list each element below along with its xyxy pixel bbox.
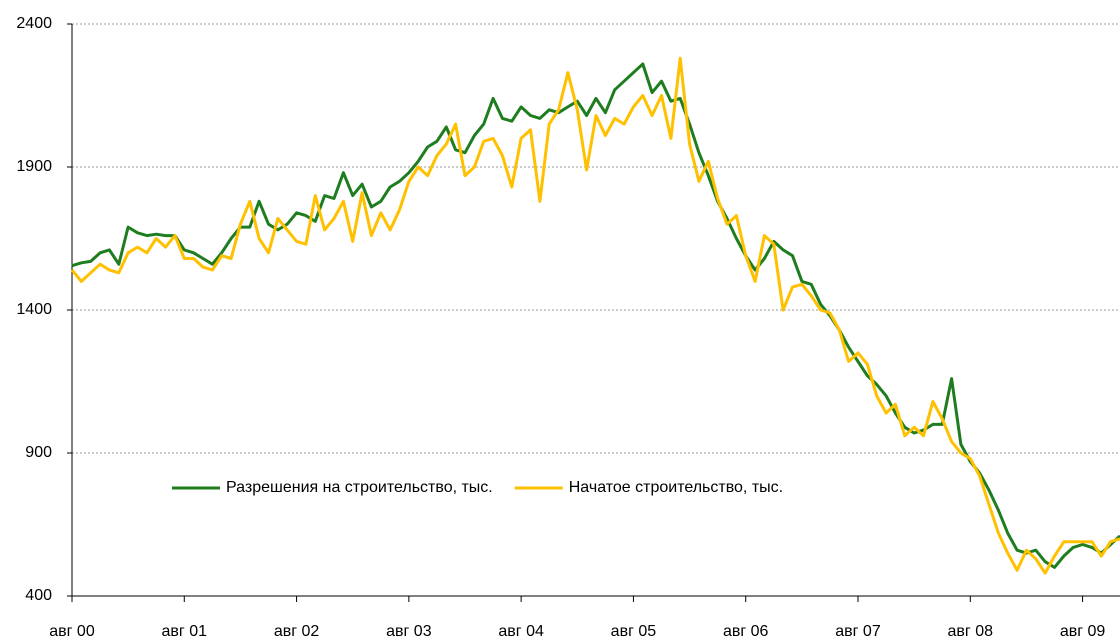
y-tick-label: 400 — [25, 587, 52, 604]
legend-label: Разрешения на строительство, тыс. — [226, 479, 493, 496]
legend-label: Начатое строительство, тыс. — [569, 479, 783, 496]
x-tick-label: авг 01 — [162, 623, 208, 640]
x-tick-label: авг 08 — [948, 623, 994, 640]
x-tick-label: авг 04 — [498, 623, 544, 640]
x-tick-label: авг 00 — [49, 623, 95, 640]
x-tick-label: авг 06 — [723, 623, 769, 640]
x-tick-label: авг 05 — [611, 623, 657, 640]
x-tick-label: авг 03 — [386, 623, 432, 640]
x-tick-label: авг 09 — [1060, 623, 1106, 640]
series-line — [71, 62, 1120, 569]
legend: Разрешения на строительство, тыс. Начатое… — [172, 479, 783, 496]
y-tick-label: 1400 — [16, 301, 52, 318]
y-tick-label: 900 — [25, 444, 52, 461]
series-line — [70, 56, 1120, 575]
y-tick-label: 2400 — [16, 15, 52, 32]
y-tick-label: 1900 — [16, 158, 52, 175]
x-tick-label: авг 02 — [274, 623, 320, 640]
x-tick-label: авг 07 — [835, 623, 881, 640]
